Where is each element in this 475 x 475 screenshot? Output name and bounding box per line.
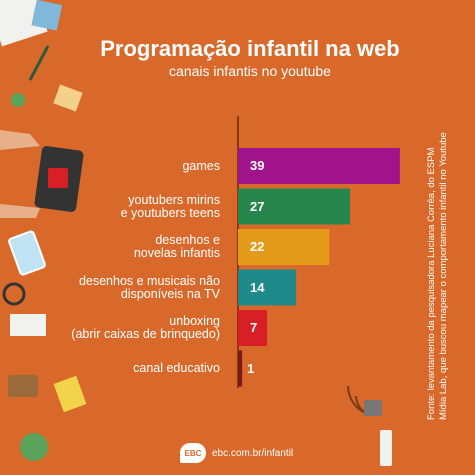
ebc-logo: EBC bbox=[180, 443, 206, 463]
category-label-line: youtubers mirins bbox=[128, 192, 220, 207]
play-icon bbox=[48, 168, 68, 188]
category-label-line: games bbox=[182, 158, 220, 173]
bar bbox=[238, 188, 351, 225]
snack-icon bbox=[53, 375, 87, 413]
phone-headphones-illustration bbox=[2, 230, 46, 336]
chart-subtitle: canais infantis no youtube bbox=[169, 63, 331, 79]
category-label: desenhos e novelas infantis bbox=[30, 234, 220, 260]
category-label-line: disponíveis na TV bbox=[120, 286, 220, 301]
category-label-line: unboxing bbox=[169, 314, 220, 328]
value-label: 39 bbox=[250, 158, 265, 173]
plant-icon bbox=[20, 433, 48, 461]
pizza-icon bbox=[53, 84, 83, 112]
bar bbox=[238, 148, 400, 184]
router-illustration-bottom-right bbox=[347, 385, 392, 466]
tablet-hand-illustration bbox=[0, 130, 84, 218]
footer: EBC ebc.com.br/infantil bbox=[180, 443, 293, 463]
watch-icon bbox=[8, 375, 38, 397]
category-label-line: canal educativo bbox=[133, 361, 220, 375]
category-label-line: e youtubers teens bbox=[120, 205, 220, 220]
category-label-line: desenhos e musicais não bbox=[78, 273, 220, 288]
paper-icon bbox=[0, 0, 48, 47]
value-label: 14 bbox=[250, 279, 265, 295]
source-line: Mídia Lab, que buscou mapear o comportam… bbox=[438, 132, 449, 420]
bar bbox=[238, 269, 297, 306]
source-note: Fonte: levantamento da pesquisadora Luci… bbox=[426, 120, 450, 420]
hand-icon bbox=[0, 204, 40, 218]
category-label-line: desenhos e bbox=[155, 233, 220, 247]
value-label: 27 bbox=[250, 198, 265, 214]
category-label-line: novelas infantis bbox=[133, 246, 220, 260]
phone-icon bbox=[8, 230, 46, 276]
desk-illustration-top-left bbox=[0, 0, 83, 112]
bar bbox=[238, 350, 243, 387]
category-label: desenhos e musicais não disponíveis na TV bbox=[30, 273, 220, 301]
paper-icon bbox=[10, 314, 46, 336]
category-label: youtubers mirins e youtubers teens bbox=[30, 192, 220, 220]
toys-illustration-bottom-left bbox=[8, 375, 87, 461]
chart-title: Programação infantil na web bbox=[100, 36, 400, 61]
source-line: Fonte: levantamento da pesquisadora Luci… bbox=[426, 147, 437, 421]
bar bbox=[238, 229, 330, 265]
category-label-line: (abrir caixas de brinquedo) bbox=[71, 327, 220, 341]
headphones-icon bbox=[2, 282, 26, 306]
value-label: 22 bbox=[250, 239, 265, 254]
remote-icon bbox=[380, 430, 392, 466]
pin-icon bbox=[11, 93, 25, 107]
category-label: games bbox=[30, 158, 220, 173]
hand-icon bbox=[0, 130, 40, 150]
value-label: 7 bbox=[250, 320, 258, 335]
category-label: canal educativo bbox=[30, 362, 220, 375]
category-label: unboxing (abrir caixas de brinquedo) bbox=[30, 315, 220, 341]
router-icon bbox=[364, 400, 382, 416]
value-label: 1 bbox=[247, 360, 255, 376]
footer-url[interactable]: ebc.com.br/infantil bbox=[212, 447, 294, 459]
bar bbox=[238, 310, 268, 346]
pencil-icon bbox=[28, 45, 50, 81]
photo-icon bbox=[31, 0, 63, 31]
